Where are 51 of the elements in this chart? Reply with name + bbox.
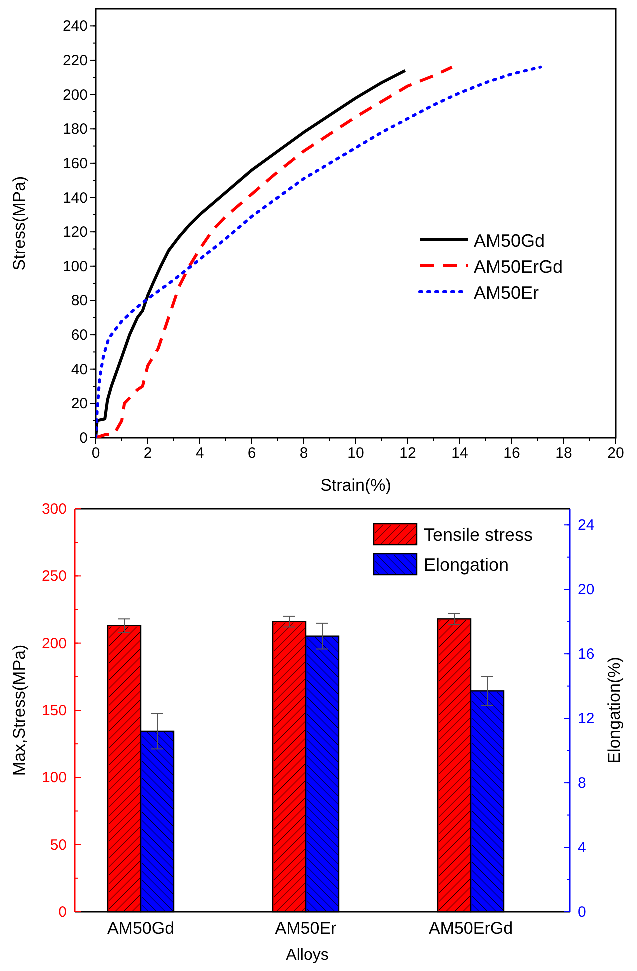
y2-tick-label: 8 [578, 775, 586, 792]
y2-tick-label: 12 [578, 710, 595, 728]
x-tick-label: 18 [556, 445, 572, 462]
x-tick-label: 20 [608, 445, 624, 462]
y2-axis-title: Elongation(%) [605, 657, 624, 764]
y-tick-label: 80 [71, 292, 88, 310]
legend-label: AM50ErGd [474, 257, 564, 277]
legend-label: Elongation [424, 555, 510, 575]
y-tick-label: 160 [62, 155, 88, 172]
legend-label: AM50Gd [474, 231, 546, 251]
x-tick-label: 4 [196, 445, 204, 462]
y-tick-label: 60 [71, 327, 88, 344]
x-tick-label: 8 [300, 445, 308, 462]
y2-tick-label: 24 [578, 517, 595, 534]
x-tick-label: 16 [504, 445, 520, 462]
y-tick-label: 20 [71, 396, 88, 413]
y-tick-label: 200 [62, 86, 88, 104]
y-tick-label: 220 [62, 52, 88, 70]
y2-tick-label: 0 [578, 904, 586, 921]
y-tick-label: 100 [42, 770, 67, 787]
y-tick-label: 300 [42, 501, 67, 518]
x-axis-title: Strain(%) [320, 476, 392, 495]
x-tick-label: 6 [248, 445, 256, 462]
x-axis-title: Alloys [286, 947, 329, 964]
x-tick-label: AM50Gd [107, 919, 175, 938]
y-tick-label: 0 [58, 904, 67, 921]
y2-tick-label: 4 [578, 840, 586, 857]
y-tick-label: 240 [62, 18, 88, 36]
y-tick-label: 200 [42, 635, 67, 652]
x-tick-label: 0 [92, 445, 100, 462]
y-tick-label: 50 [50, 836, 67, 854]
legend-label: AM50Er [474, 283, 540, 303]
y2-tick-label: 20 [578, 582, 595, 599]
y-tick-label: 250 [42, 568, 67, 586]
x-tick-label: AM50ErGd [428, 919, 514, 938]
y-tick-label: 0 [80, 430, 88, 447]
y-tick-label: 40 [71, 361, 88, 378]
x-tick-label: AM50Er [275, 919, 338, 938]
y-axis-title: Max,Stress(MPa) [10, 644, 29, 776]
y-tick-label: 180 [62, 121, 88, 138]
x-tick-label: 10 [348, 445, 364, 462]
y-axis-title: Stress(MPa) [10, 176, 29, 271]
y-tick-label: 100 [62, 258, 88, 276]
y-tick-label: 140 [62, 190, 88, 207]
y-tick-label: 150 [42, 702, 67, 720]
y-tick-label: 120 [62, 224, 88, 242]
y2-tick-label: 16 [578, 646, 595, 664]
legend-label: Tensile stress [424, 525, 534, 545]
x-tick-label: 2 [144, 445, 152, 462]
x-tick-label: 12 [400, 445, 416, 462]
x-tick-label: 14 [452, 445, 468, 462]
